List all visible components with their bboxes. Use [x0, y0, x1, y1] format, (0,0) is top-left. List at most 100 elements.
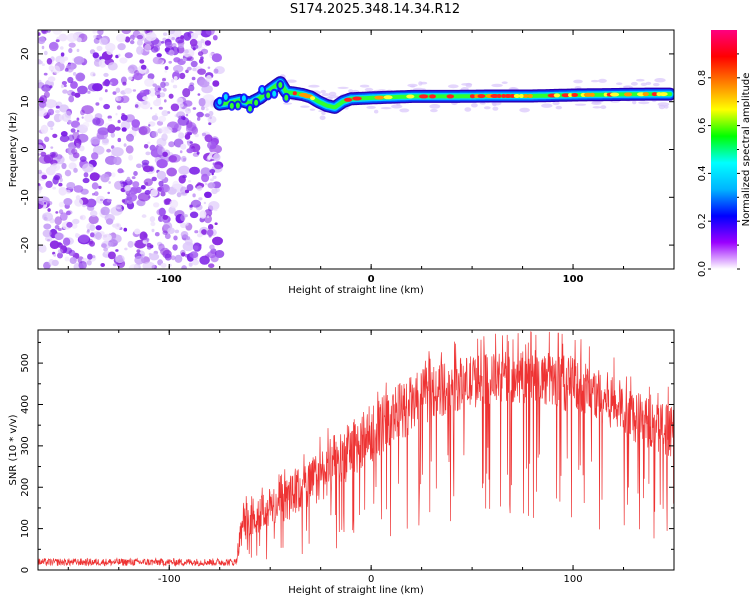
noise-blob — [154, 232, 160, 237]
halo-blob — [574, 86, 582, 90]
noise-blob — [71, 223, 78, 229]
noise-blob — [212, 162, 215, 166]
colorbar-label: Normalized spectral amplitude — [741, 73, 750, 227]
noise-blob — [91, 152, 99, 160]
noise-blob — [153, 202, 160, 208]
noise-region — [38, 30, 225, 269]
noise-blob — [63, 84, 67, 88]
noise-blob — [192, 107, 197, 110]
ridge-hot-spot — [406, 94, 415, 99]
noise-blob — [208, 201, 220, 211]
y-tick-label: 300 — [20, 436, 31, 455]
ridge-hot-spot — [469, 94, 476, 99]
y-tick-label: 10 — [20, 95, 31, 108]
noise-blob — [132, 89, 137, 92]
noise-blob — [59, 212, 68, 221]
noise-blob — [189, 141, 193, 144]
noise-blob — [64, 247, 73, 254]
noise-blob — [44, 136, 50, 143]
noise-blob — [68, 42, 76, 48]
ridge-hot-spot — [374, 95, 385, 100]
noise-blob — [204, 40, 211, 46]
noise-blob — [44, 202, 46, 205]
noise-blob — [142, 239, 147, 244]
noise-blob — [73, 167, 78, 173]
noise-blob — [160, 126, 170, 134]
x-tick-label: 0 — [368, 274, 375, 285]
noise-blob — [47, 208, 51, 212]
noise-blob — [89, 224, 96, 232]
noise-blob — [151, 131, 159, 138]
noise-blob — [123, 227, 128, 232]
noise-blob — [59, 57, 66, 64]
noise-blob — [148, 252, 152, 256]
snr-area — [38, 331, 674, 567]
noise-blob — [160, 191, 166, 197]
noise-blob — [213, 68, 219, 74]
noise-blob — [205, 75, 212, 82]
noise-blob — [66, 189, 71, 195]
noise-blob — [55, 105, 60, 109]
noise-blob — [140, 185, 146, 190]
noise-blob — [40, 124, 49, 134]
halo-blob — [616, 82, 623, 85]
noise-blob — [172, 180, 180, 190]
noise-blob — [126, 133, 134, 142]
noise-blob — [43, 72, 48, 76]
noise-blob — [187, 108, 191, 112]
x-axis-label: Height of straight line (km) — [288, 285, 424, 296]
noise-blob — [201, 132, 207, 136]
noise-blob — [62, 237, 71, 246]
noise-blob — [133, 171, 138, 176]
ridge-hot-spot — [513, 94, 521, 98]
halo-blob — [286, 79, 297, 83]
noise-blob — [184, 189, 190, 194]
noise-blob — [51, 151, 58, 158]
noise-blob — [76, 143, 81, 149]
noise-blob — [212, 236, 223, 246]
noise-blob — [136, 39, 143, 46]
noise-blob — [103, 103, 110, 110]
noise-blob — [119, 57, 128, 64]
noise-blob — [108, 117, 113, 122]
noise-blob — [98, 185, 102, 189]
halo-blob — [640, 82, 648, 87]
noise-blob — [103, 72, 109, 77]
noise-blob — [60, 46, 64, 50]
noise-blob — [73, 56, 85, 65]
noise-blob — [52, 176, 59, 185]
halo-blob — [447, 84, 459, 89]
noise-blob — [68, 95, 75, 103]
noise-blob — [112, 91, 117, 95]
noise-blob — [121, 127, 127, 132]
ridge-blob-core — [254, 99, 259, 106]
noise-blob — [134, 228, 141, 235]
noise-blob — [49, 240, 60, 249]
noise-blob — [83, 172, 89, 178]
ridge-blob-core — [278, 82, 283, 88]
noise-blob — [46, 58, 53, 65]
noise-blob — [146, 30, 150, 34]
noise-blob — [136, 249, 141, 254]
noise-blob — [92, 30, 97, 34]
noise-blob — [64, 169, 72, 177]
noise-blob — [173, 64, 184, 73]
noise-blob — [197, 233, 203, 238]
noise-blob — [79, 156, 87, 162]
ridge-hot-spot — [583, 92, 593, 97]
colorbar-tick-label: 0.8 — [697, 70, 708, 86]
noise-blob — [82, 177, 90, 184]
noise-blob — [82, 121, 90, 128]
noise-blob — [178, 165, 190, 175]
noise-blob — [121, 30, 132, 35]
halo-blob — [552, 101, 560, 106]
snr-series-line — [38, 331, 674, 567]
noise-blob — [67, 91, 71, 94]
y-tick-label: 0 — [20, 146, 31, 152]
noise-blob — [144, 78, 155, 87]
noise-blob — [65, 210, 71, 216]
noise-blob — [158, 243, 165, 252]
noise-blob — [185, 113, 189, 117]
noise-blob — [44, 99, 57, 109]
noise-blob — [214, 222, 218, 225]
